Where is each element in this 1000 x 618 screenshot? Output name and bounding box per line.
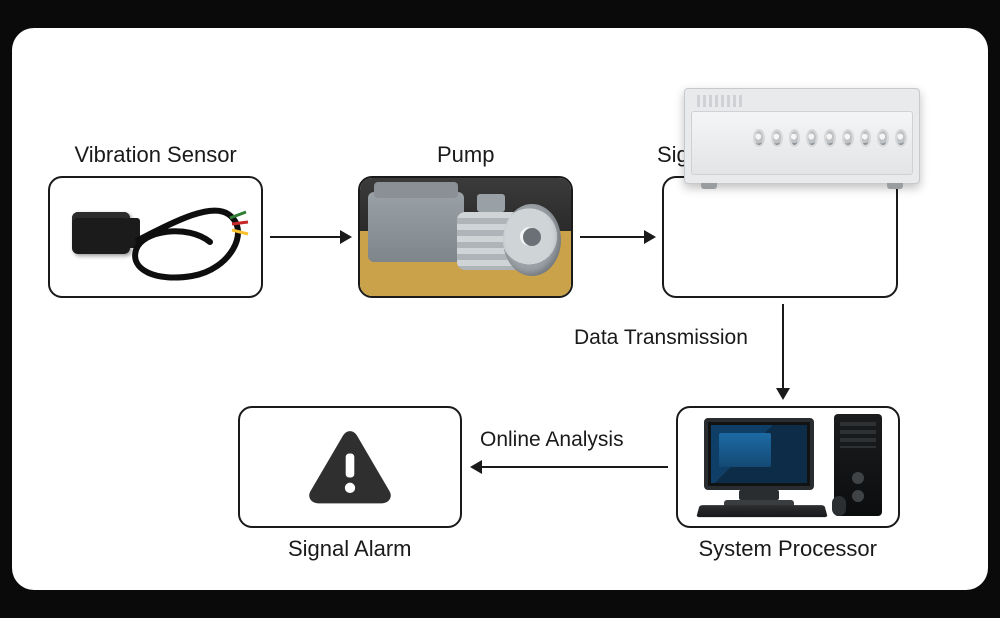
arrow-acq_to_processor	[782, 304, 784, 398]
desktop-computer-icon	[678, 408, 898, 526]
node-acq	[662, 176, 898, 298]
edge-label-acq_to_processor: Data Transmission	[574, 326, 748, 350]
warning-triangle-icon	[307, 427, 393, 503]
sensor-cable-icon	[60, 184, 250, 294]
edge-label-processor_to_alarm: Online Analysis	[480, 428, 624, 452]
node-pump	[358, 176, 573, 298]
diagram-card: Vibration SensorPumpSignal Acquisition D…	[12, 28, 988, 590]
node-alarm	[238, 406, 462, 528]
arrow-sensor_to_pump	[270, 236, 350, 238]
arrow-pump_to_acq	[580, 236, 654, 238]
label-alarm: Signal Alarm	[288, 536, 412, 562]
node-processor	[676, 406, 900, 528]
label-processor: System Processor	[699, 536, 878, 562]
node-sensor	[48, 176, 263, 298]
label-sensor: Vibration Sensor	[75, 142, 237, 168]
signal-acquisition-device-icon	[684, 88, 920, 184]
arrow-processor_to_alarm	[472, 466, 668, 468]
label-pump: Pump	[437, 142, 494, 168]
